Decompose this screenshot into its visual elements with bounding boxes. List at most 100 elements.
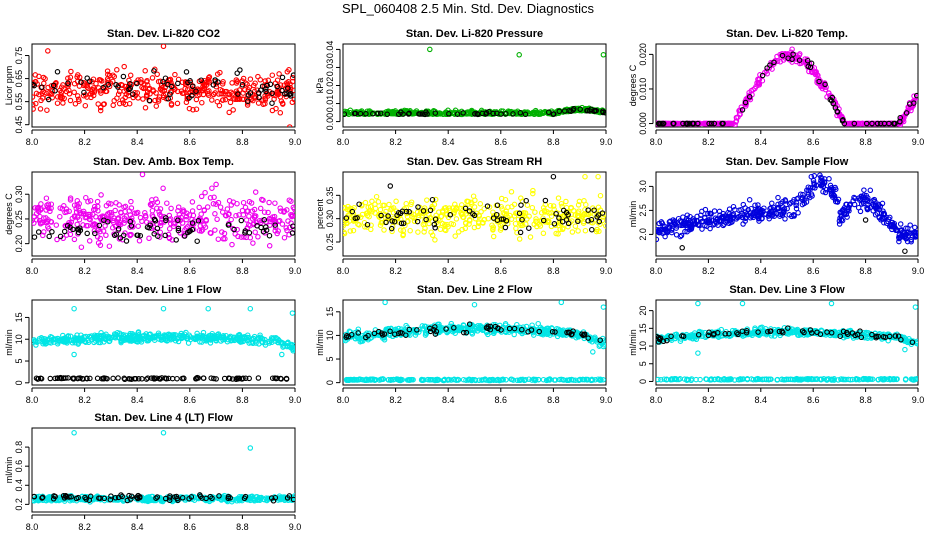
data-point — [352, 335, 358, 342]
y-tick-label: 0.01 — [325, 95, 335, 113]
data-point — [290, 204, 295, 211]
data-point — [33, 100, 39, 107]
data-point — [132, 375, 138, 382]
data-point — [414, 209, 421, 215]
data-point — [415, 204, 421, 210]
data-point — [175, 217, 181, 224]
x-tick-label: 8.4 — [755, 137, 768, 147]
data-point — [106, 338, 113, 344]
data-point — [832, 198, 839, 205]
data-point — [407, 227, 413, 234]
data-point — [265, 209, 271, 216]
data-point — [524, 202, 531, 208]
data-point — [808, 173, 815, 180]
data-point — [446, 111, 452, 117]
data-point — [393, 198, 399, 205]
x-tick-label: 8.0 — [337, 137, 350, 147]
data-point — [556, 215, 562, 221]
data-point — [516, 210, 523, 217]
data-point — [348, 331, 355, 338]
data-point — [406, 326, 413, 333]
data-point — [213, 181, 219, 188]
data-point — [400, 227, 407, 234]
y-tick-label: 0.55 — [14, 93, 24, 111]
data-point — [232, 231, 238, 237]
data-point — [591, 108, 598, 114]
data-point — [581, 331, 588, 337]
data-point — [463, 329, 470, 336]
y-tick-label: 20 — [638, 306, 648, 316]
data-point — [61, 95, 67, 102]
data-point — [232, 96, 238, 103]
data-point — [363, 111, 369, 117]
data-point — [913, 92, 918, 99]
data-point — [511, 331, 517, 338]
data-point — [411, 215, 417, 221]
x-tick-label: 9.0 — [912, 395, 925, 405]
data-point — [165, 96, 171, 102]
data-point — [406, 377, 412, 383]
data-point — [98, 192, 104, 198]
data-point — [250, 240, 256, 246]
data-point — [472, 197, 478, 204]
x-tick-label: 8.6 — [495, 266, 508, 276]
data-point — [872, 202, 879, 208]
data-point — [355, 326, 362, 332]
data-point — [429, 232, 436, 239]
data-point — [518, 222, 524, 229]
data-point — [699, 218, 705, 225]
data-point — [244, 102, 251, 108]
data-point — [474, 110, 480, 117]
data-point — [519, 211, 526, 217]
data-point — [382, 300, 388, 306]
data-point — [759, 215, 765, 221]
data-point — [585, 335, 591, 341]
data-point — [851, 120, 858, 127]
data-point — [189, 226, 196, 233]
data-point — [74, 214, 81, 221]
data-point — [47, 208, 53, 215]
data-point — [403, 205, 410, 211]
data-point — [142, 210, 148, 216]
data-point — [168, 205, 174, 212]
x-tick-label: 8.2 — [389, 266, 402, 276]
panel-title: Stan. Dev. Li-820 Temp. — [726, 28, 848, 40]
data-point — [390, 376, 397, 383]
data-point — [576, 376, 583, 383]
data-point — [530, 190, 536, 197]
data-point — [377, 222, 384, 228]
data-point — [240, 90, 246, 96]
data-point — [691, 220, 698, 226]
data-point — [138, 76, 144, 83]
data-point — [167, 76, 174, 83]
data-point — [213, 338, 220, 344]
data-point — [600, 304, 606, 310]
x-tick-label: 8.4 — [131, 266, 144, 276]
data-point — [809, 69, 815, 76]
data-point — [360, 111, 367, 117]
data-point — [212, 227, 218, 233]
data-point — [189, 83, 196, 90]
data-point — [88, 94, 94, 101]
data-point — [913, 232, 918, 239]
data-point — [421, 229, 427, 235]
data-point — [209, 330, 215, 337]
data-point — [427, 46, 433, 53]
data-point — [466, 208, 473, 214]
data-point — [261, 209, 268, 215]
data-point — [156, 375, 163, 382]
data-point — [487, 377, 494, 384]
data-point — [44, 107, 50, 113]
y-tick-label: 3.0 — [638, 180, 648, 193]
data-point — [134, 232, 140, 238]
data-point — [278, 376, 284, 382]
data-point — [105, 211, 111, 217]
data-point — [196, 204, 202, 211]
data-point — [452, 233, 458, 239]
data-point — [511, 201, 518, 208]
data-point — [759, 77, 766, 84]
data-point — [220, 97, 226, 103]
data-point — [818, 175, 825, 181]
data-point — [363, 377, 369, 384]
data-point — [84, 75, 90, 81]
